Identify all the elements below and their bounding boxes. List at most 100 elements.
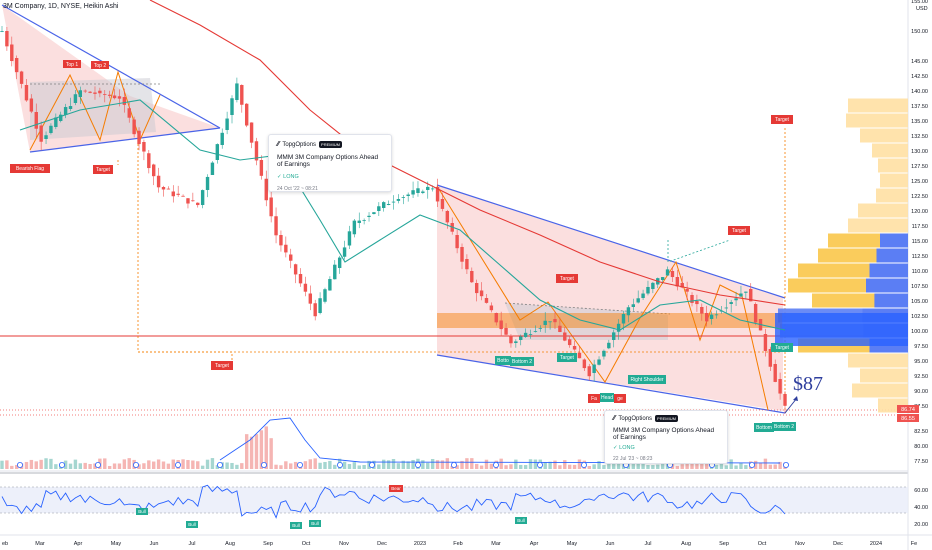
event-marker[interactable] [537,461,544,468]
volume-bar [499,458,503,469]
label-bottom-late2-text: Bottom 2 [774,424,794,430]
candle-body [695,301,699,305]
volume-bar [563,460,567,469]
rsi-bear: Bear [389,485,403,492]
event-marker[interactable] [216,461,223,468]
price-tick: 125.00 [911,179,928,185]
candle-body [5,31,9,47]
event-marker[interactable] [414,461,421,468]
volume-bar [323,461,327,469]
candle-body [406,194,410,196]
rsi-tick: 60.00 [914,488,928,494]
price-tick: 117.50 [912,224,928,230]
candle-body [474,283,479,294]
candle-body [597,359,601,365]
idea-card-1[interactable]: ⁄⁄ TopgOptions PREMIUM MMM 3M Company Op… [268,134,392,192]
volume-bar [215,465,220,469]
candle-body [210,162,215,175]
label-head-text: Head [601,395,613,401]
label-head: Head [600,393,614,402]
event-marker[interactable] [260,461,267,468]
event-marker[interactable] [95,461,102,468]
candle-body [249,122,254,143]
candle-body [274,216,278,236]
price-tick: 132.50 [911,134,928,140]
card2-badge: PREMIUM [655,415,678,422]
candle-body [152,164,156,177]
volume-bar [744,465,748,469]
label-top1: Top 1 [63,60,81,68]
volume-bar [391,459,396,469]
volume-bar [352,462,357,469]
card1-badge: PREMIUM [319,141,342,148]
volume-bar [171,459,175,469]
volume-bar [680,464,684,469]
volume-bar [313,458,317,469]
label-bottom2-text: Bottom 2 [512,359,532,365]
card1-headline[interactable]: MMM 3M Company Options Ahead of Earnings [277,154,379,168]
candle-body [499,320,503,330]
label-bearish-flag: Bearish Flag [10,164,50,173]
volume-bar [528,459,533,469]
volume-bar [5,460,9,469]
target-proj-2 [137,140,233,362]
event-marker[interactable] [749,461,756,468]
event-marker[interactable] [581,461,588,468]
candle-body [333,264,337,280]
event-marker[interactable] [783,461,790,468]
price-tick: 80.00 [914,444,928,450]
event-marker[interactable] [16,461,23,468]
volume-bar [704,459,709,469]
idea-card-2[interactable]: ⁄⁄ TopgOptions PREMIUM MMM 3M Company Op… [604,410,728,464]
volume-bar [54,464,58,469]
currency-label: USD [916,6,928,12]
candle-body [303,283,308,292]
volume-profile [437,98,908,413]
volume-bar [753,460,758,469]
candle-body [455,235,459,249]
ma-green [19,99,786,331]
candle-body [685,289,689,292]
label-target2-text: Target [215,363,230,369]
volume-bar [200,465,205,469]
event-marker[interactable] [296,461,303,468]
flag-upper-line [1,4,221,129]
rsi-bull2-text: Bull [188,522,196,527]
event-marker[interactable] [368,461,375,468]
candle-body [660,277,665,280]
candle-body [186,198,190,204]
candle-body [538,327,543,329]
candle-body [607,342,611,349]
event-marker[interactable] [336,461,343,468]
volume-bar [519,464,523,469]
candle-body [440,199,445,209]
candle-body [548,321,552,323]
candle-body [342,247,347,257]
event-marker[interactable] [59,461,66,468]
event-marker[interactable] [450,461,457,468]
candle-body [504,328,508,335]
candle-body [29,98,34,112]
volume-bar [181,459,185,469]
volume-bar [14,464,19,469]
candle-body [298,274,303,284]
volume-bar [196,461,200,469]
label-bottom-late1-text: Bottom [756,425,772,431]
time-tick: 2024 [870,541,882,547]
volume-bar [93,463,97,469]
candle-body [156,175,161,188]
volume-profile-bar-up [869,263,908,278]
volume-bar [191,460,195,469]
event-marker[interactable] [174,461,181,468]
volume-bar [426,462,430,469]
event-marker[interactable] [492,461,499,468]
event-marker[interactable] [132,461,139,468]
time-tick: Mar [491,541,501,547]
candle-body [553,319,557,323]
candle-body [675,277,680,287]
card2-headline[interactable]: MMM 3M Company Options Ahead of Earnings [613,427,715,441]
volume-bar [39,459,43,469]
price-tick: 140.00 [911,89,928,95]
volume-bar [293,461,298,469]
